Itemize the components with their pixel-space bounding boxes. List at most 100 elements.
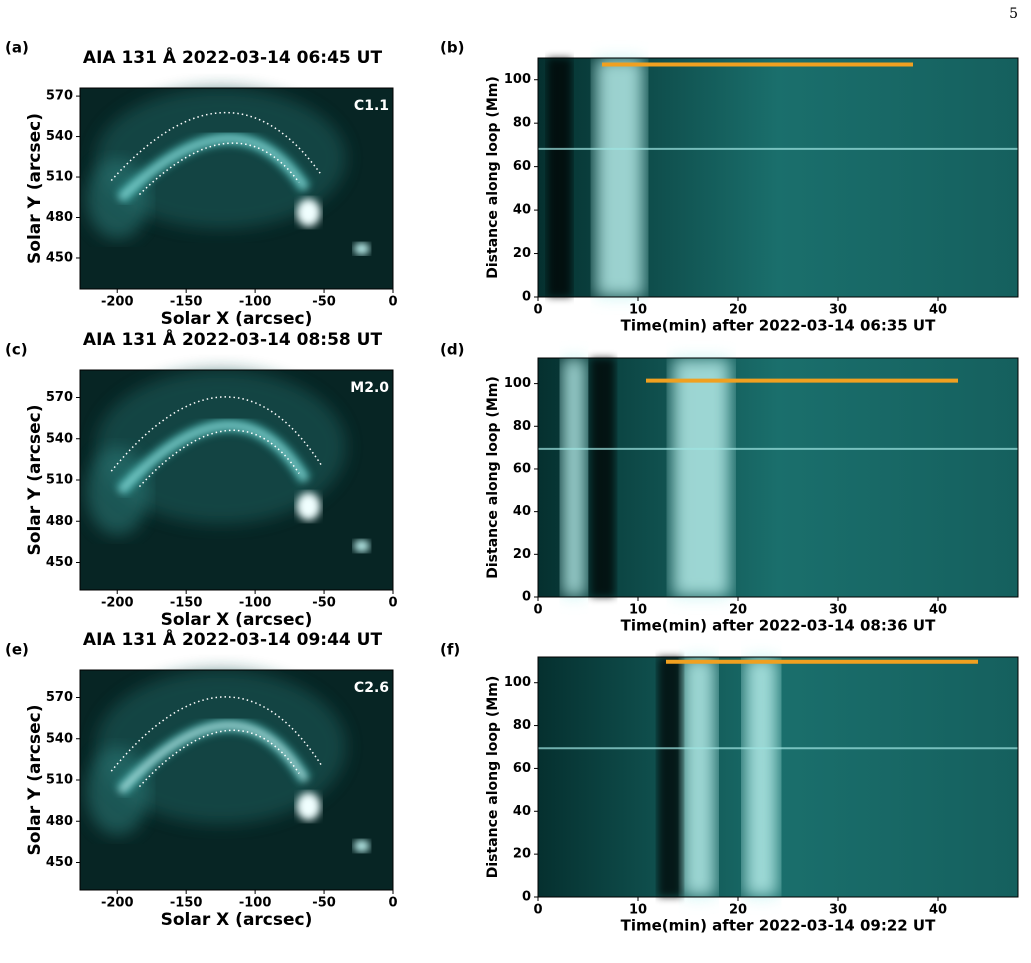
y-tick-label: 80 — [513, 718, 531, 733]
y-tick-label: 480 — [46, 814, 73, 829]
flare-kernel — [296, 198, 321, 227]
y-tick-label: 100 — [504, 72, 531, 87]
y-tick-label: 80 — [513, 419, 531, 434]
x-axis-label: Time(min) after 2022-03-14 09:22 UT — [621, 917, 936, 935]
y-axis-label: Solar Y (arcsec) — [25, 113, 45, 264]
y-tick-label: 510 — [46, 773, 73, 788]
panel-title: AIA 131 Å 2022-03-14 09:44 UT — [83, 627, 383, 650]
y-tick-label: 80 — [513, 116, 531, 131]
x-tick-label: -200 — [101, 596, 134, 611]
y-tick-label: 570 — [46, 89, 73, 104]
y-tick-label: 510 — [46, 473, 73, 488]
x-tick-label: 30 — [829, 303, 847, 318]
loop-core — [119, 723, 308, 793]
bright-band — [672, 358, 730, 597]
td-features — [538, 358, 1018, 597]
x-tick-label: 0 — [533, 303, 542, 318]
glow — [95, 370, 347, 524]
dotted-arc — [138, 142, 300, 196]
x-tick-label: -100 — [239, 295, 272, 310]
x-axis-label: Solar X (arcsec) — [161, 610, 313, 630]
x-tick-label: -200 — [101, 896, 134, 911]
y-tick-label: 60 — [513, 461, 531, 476]
y-tick-label: 570 — [46, 690, 73, 705]
y-tick-label: 540 — [46, 129, 73, 144]
x-tick-label: -100 — [239, 596, 272, 611]
y-tick-label: 540 — [46, 431, 73, 446]
x-tick-label: -50 — [312, 596, 336, 611]
loop-core — [119, 423, 308, 493]
bright-band — [562, 358, 586, 597]
image-features — [86, 88, 370, 255]
flare-class: C2.6 — [354, 680, 389, 696]
y-tick-label: 40 — [513, 504, 531, 519]
y-axis-label: Solar Y (arcsec) — [25, 405, 45, 556]
bright-point — [353, 840, 370, 852]
bright-point — [353, 242, 370, 255]
x-tick-label: 10 — [629, 903, 647, 918]
panel-label: (b) — [440, 39, 464, 57]
panel-label: (e) — [5, 641, 29, 659]
x-tick-label: 40 — [929, 303, 947, 318]
y-axis-label: Distance along loop (Mm) — [485, 76, 501, 279]
y-tick-label: 60 — [513, 159, 531, 174]
x-axis-label: Time(min) after 2022-03-14 08:36 UT — [621, 617, 936, 635]
x-axis-label: Solar X (arcsec) — [161, 910, 313, 930]
flare-kernel — [296, 792, 321, 821]
plot-frame — [537, 357, 1019, 598]
x-tick-label: 0 — [533, 903, 542, 918]
y-tick-label: 100 — [504, 675, 531, 690]
x-tick-label: 0 — [533, 603, 542, 618]
bright-band — [682, 657, 716, 897]
y-axis-label: Distance along loop (Mm) — [485, 676, 501, 879]
x-tick-label: 20 — [729, 903, 747, 918]
y-tick-label: 40 — [513, 804, 531, 819]
x-tick-label: -150 — [170, 596, 203, 611]
panel-label: (c) — [5, 341, 28, 359]
panel-label: (a) — [5, 39, 29, 57]
glow — [95, 670, 347, 824]
td-background — [538, 358, 1018, 597]
glow — [86, 158, 149, 239]
x-tick-label: -100 — [239, 896, 272, 911]
flare-class: M2.0 — [350, 380, 389, 396]
y-tick-label: 60 — [513, 761, 531, 776]
x-tick-label: 20 — [729, 603, 747, 618]
x-tick-label: 40 — [929, 903, 947, 918]
x-tick-label: 30 — [829, 603, 847, 618]
x-tick-label: -150 — [170, 896, 203, 911]
panel-label: (f) — [440, 641, 460, 659]
x-tick-label: 10 — [629, 603, 647, 618]
y-tick-label: 20 — [513, 246, 531, 261]
glow — [86, 447, 149, 535]
glow — [86, 747, 149, 835]
x-axis-label: Solar X (arcsec) — [161, 309, 313, 329]
panel-label: (d) — [440, 341, 464, 359]
image-features — [86, 370, 370, 552]
y-tick-label: 510 — [46, 170, 73, 185]
td-features — [538, 657, 1018, 897]
y-tick-label: 0 — [522, 290, 531, 305]
y-tick-label: 450 — [46, 250, 73, 265]
y-axis-label: Distance along loop (Mm) — [485, 376, 501, 579]
page-number: 5 — [1009, 6, 1018, 22]
x-tick-label: -50 — [312, 295, 336, 310]
bright-point — [353, 540, 370, 552]
dotted-arc — [138, 729, 300, 788]
x-tick-label: -200 — [101, 295, 134, 310]
plot-frame — [537, 656, 1019, 898]
y-tick-label: 480 — [46, 514, 73, 529]
dark-band — [547, 58, 572, 297]
x-tick-label: 0 — [388, 596, 397, 611]
y-tick-label: 0 — [522, 890, 531, 905]
plot-frame — [79, 87, 394, 290]
x-tick-label: 40 — [929, 603, 947, 618]
x-axis-label: Time(min) after 2022-03-14 06:35 UT — [621, 317, 936, 335]
image-features — [86, 670, 370, 852]
y-tick-label: 40 — [513, 203, 531, 218]
y-tick-label: 20 — [513, 847, 531, 862]
x-tick-label: 0 — [388, 295, 397, 310]
y-tick-label: 450 — [46, 855, 73, 870]
dotted-arc — [138, 429, 300, 488]
